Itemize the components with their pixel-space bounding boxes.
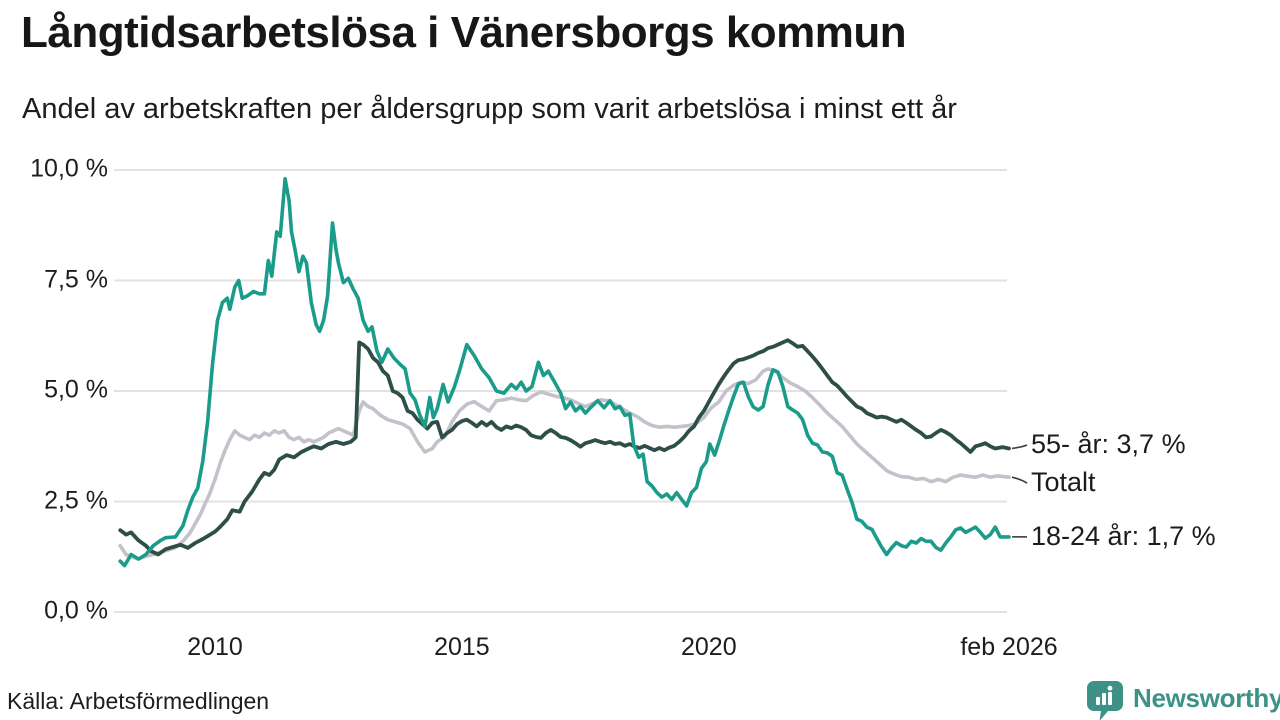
brand-name: Newsworthy — [1133, 683, 1280, 713]
label-connector — [1011, 444, 1028, 450]
y-tick-label: 10,0 % — [30, 154, 108, 183]
series-line-totalt — [118, 367, 1011, 561]
y-tick-label: 2,5 % — [44, 485, 108, 514]
page-subtitle: Andel av arbetskraften per åldersgrupp s… — [22, 93, 957, 125]
x-tick-label: 2020 — [680, 633, 737, 661]
x-tick-label: 2010 — [187, 633, 243, 661]
series-line-55-r — [118, 338, 1011, 557]
brand-logo: Newsworthy — [1086, 680, 1280, 720]
source-note: Källa: Arbetsförmedlingen — [7, 688, 270, 714]
line-end-label-totalt: Totalt — [1031, 467, 1096, 498]
label-connector — [1011, 476, 1028, 484]
page-title: Långtidsarbetslösa i Vänersborgs kommun — [21, 8, 907, 57]
newsworthy-bubble-chart-icon — [1087, 681, 1123, 720]
line-end-label-55-ar: 55- år: 3,7 % — [1031, 428, 1186, 459]
series-line-18-24-r — [118, 177, 1011, 568]
line-end-label-18-24-ar: 18-24 år: 1,7 % — [1031, 520, 1216, 551]
x-tick-label: 2015 — [434, 633, 490, 661]
x-tick-label: feb 2026 — [960, 633, 1058, 661]
y-tick-label: 7,5 % — [44, 264, 108, 293]
y-tick-label: 5,0 % — [44, 375, 108, 404]
y-tick-label: 0,0 % — [44, 596, 108, 625]
